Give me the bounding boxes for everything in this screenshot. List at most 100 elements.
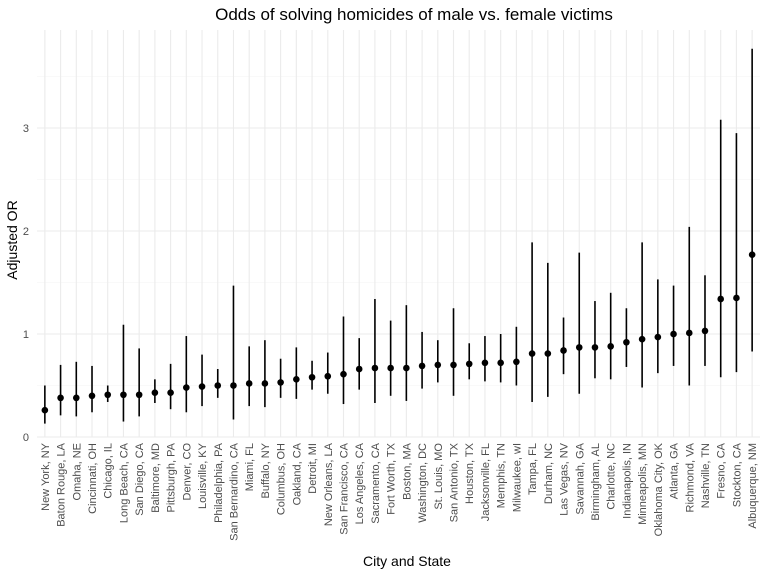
- x-tick-label: New York, NY: [40, 442, 52, 511]
- or-point: [167, 389, 174, 397]
- or-point: [340, 370, 347, 378]
- or-point: [544, 350, 552, 357]
- or-point: [591, 344, 599, 351]
- x-tick-label: Las Vegas, NV: [559, 442, 571, 515]
- x-tick-label: Louisville, KY: [197, 442, 209, 509]
- x-axis-title: City and State: [363, 553, 451, 569]
- grid: [37, 30, 760, 438]
- x-tick-label: Miami, FL: [244, 443, 256, 491]
- y-tick-label: 3: [23, 123, 29, 135]
- x-tick-label: Chicago, IL: [103, 443, 115, 499]
- or-point: [230, 382, 237, 389]
- x-tick-label: Milwaukee, wI: [511, 443, 523, 512]
- y-tick-label: 1: [23, 329, 29, 341]
- confidence-intervals: [44, 48, 753, 424]
- or-point: [277, 379, 284, 386]
- x-tick-label: Nashville, TN: [700, 443, 712, 508]
- or-point: [685, 329, 693, 337]
- y-axis-ticks: 0 1 2 3: [23, 123, 29, 444]
- x-tick-label: Baltimore, MD: [150, 443, 162, 513]
- x-tick-label: San Diego, CA: [134, 442, 146, 515]
- y-tick-label: 2: [23, 226, 29, 238]
- or-point: [465, 360, 473, 368]
- or-point: [355, 365, 363, 373]
- x-tick-label: Baton Rouge, LA: [56, 442, 68, 526]
- or-point: [57, 394, 64, 402]
- x-tick-label: Fort Worth, TX: [386, 442, 398, 514]
- or-point: [434, 361, 442, 369]
- x-tick-label: San Antonio, TX: [449, 442, 461, 522]
- or-point: [670, 330, 677, 338]
- x-tick-label: Buffalo, NY: [260, 442, 272, 498]
- or-point: [308, 373, 316, 381]
- x-tick-label: St. Louis, MO: [433, 443, 445, 510]
- x-tick-label: Houston, TX: [464, 442, 476, 504]
- or-point: [198, 383, 206, 390]
- or-point: [560, 347, 567, 354]
- or-point: [528, 350, 536, 357]
- or-point: [371, 364, 379, 372]
- or-point: [575, 344, 583, 351]
- x-tick-label: Indianapolis, IN: [621, 443, 633, 519]
- x-tick-label: Philadelphia, PA: [213, 442, 225, 523]
- x-tick-label: Atlanta, GA: [669, 442, 681, 499]
- or-point: [151, 389, 159, 397]
- or-point: [748, 251, 756, 258]
- x-tick-label: Sacramento, CA: [370, 442, 382, 523]
- or-point: [387, 364, 394, 372]
- or-point: [293, 376, 300, 383]
- or-point: [717, 295, 725, 303]
- or-point: [607, 343, 614, 350]
- x-tick-label: Oklahoma City, OK: [653, 442, 665, 536]
- or-point: [403, 364, 410, 372]
- or-point: [450, 361, 457, 369]
- or-point: [497, 359, 504, 367]
- x-tick-label: Omaha, NE: [71, 443, 83, 500]
- x-tick-label: Washington, DC: [417, 443, 429, 523]
- x-tick-label: Durham, NC: [543, 443, 555, 504]
- x-tick-label: Denver, CO: [181, 443, 193, 501]
- x-tick-label: Columbus, OH: [276, 443, 288, 515]
- or-point: [135, 391, 143, 399]
- or-point: [638, 335, 646, 343]
- odds-ratio-points: [41, 251, 756, 414]
- x-tick-label: Jacksonville, FL: [480, 443, 492, 521]
- or-point: [104, 391, 112, 399]
- x-tick-label: Albuquerque, NM: [747, 443, 759, 529]
- x-tick-label: Charlotte, NC: [606, 443, 618, 510]
- x-tick-label: Cincinnati, OH: [87, 443, 99, 514]
- x-tick-label: Memphis, TN: [496, 443, 508, 508]
- x-tick-label: Detroit, MI: [307, 443, 319, 494]
- or-point: [183, 384, 190, 391]
- x-tick-label: Richmond, VA: [684, 442, 696, 512]
- or-point: [41, 406, 49, 414]
- or-point: [481, 359, 489, 367]
- or-point: [120, 391, 127, 399]
- or-point: [418, 362, 426, 370]
- or-point: [261, 380, 269, 387]
- chart-title: Odds of solving homicides of male vs. fe…: [215, 5, 613, 24]
- x-tick-label: Minneapolis, MN: [637, 443, 649, 525]
- x-tick-label: Savannah, GA: [574, 442, 586, 514]
- x-tick-label: Stockton, CA: [731, 442, 743, 507]
- or-point: [324, 372, 332, 380]
- x-tick-label: Pittsburgh, PA: [166, 442, 178, 512]
- x-tick-label: Long Beach, CA: [118, 442, 130, 523]
- or-point: [623, 338, 630, 346]
- y-tick-label: 0: [23, 432, 29, 444]
- or-point: [654, 333, 662, 341]
- or-point: [513, 358, 520, 366]
- or-point: [701, 327, 709, 335]
- or-point: [214, 382, 222, 389]
- x-tick-label: San Bernardino, CA: [228, 442, 240, 540]
- or-point: [245, 380, 253, 387]
- x-tick-label: Fresno, CA: [716, 442, 728, 498]
- x-tick-label: San Francisco, CA: [338, 442, 350, 534]
- x-tick-label: Birmingham, AL: [590, 443, 602, 521]
- x-tick-label: New Orleans, LA: [323, 442, 335, 526]
- x-tick-label: Tampa, FL: [527, 443, 539, 495]
- or-point: [88, 392, 96, 400]
- x-tick-label: Los Angeles, CA: [354, 442, 366, 524]
- x-axis-ticks: New York, NY Baton Rouge, LA Omaha, NE Cinc…: [40, 442, 759, 541]
